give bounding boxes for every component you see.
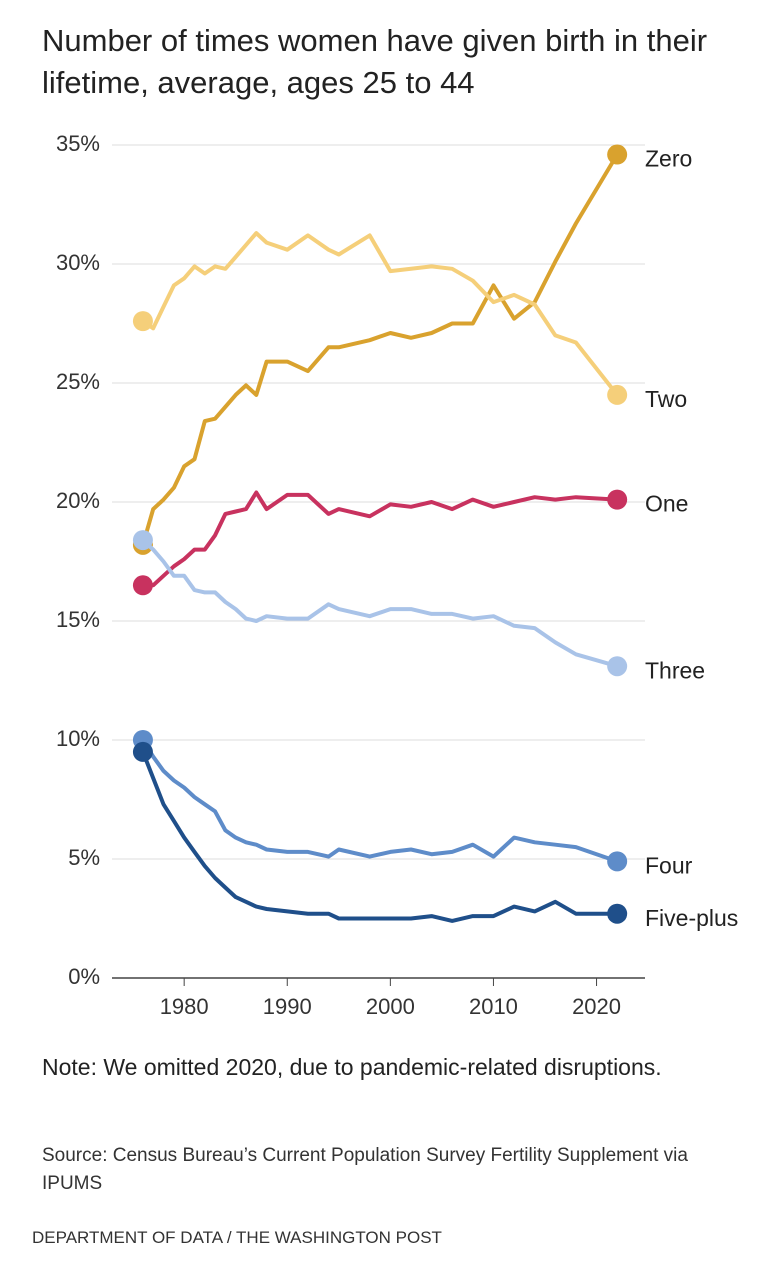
series-label: Five-plus bbox=[645, 905, 738, 931]
end-dot bbox=[132, 741, 153, 762]
series-label: One bbox=[645, 491, 688, 517]
note: Note: We omitted 2020, due to pandemic-r… bbox=[42, 1054, 662, 1080]
series-label: Two bbox=[645, 386, 687, 412]
end-dot bbox=[132, 575, 153, 596]
series-line bbox=[141, 231, 619, 397]
series-line bbox=[140, 153, 619, 546]
y-tick-label: 35% bbox=[56, 131, 100, 156]
chart-title: Number of times women have given birth i… bbox=[42, 23, 708, 100]
x-tick-label: 2020 bbox=[572, 994, 621, 1019]
x-tick-label: 1980 bbox=[160, 994, 209, 1019]
y-tick-label: 15% bbox=[56, 607, 100, 632]
series-line bbox=[141, 538, 618, 669]
end-dot bbox=[607, 144, 628, 165]
end-dot bbox=[607, 903, 628, 924]
series-label: Four bbox=[645, 852, 693, 878]
x-tick-label: 2000 bbox=[366, 994, 415, 1019]
end-dot bbox=[132, 311, 153, 332]
series-label: Three bbox=[645, 657, 705, 683]
x-tick-label: 1990 bbox=[263, 994, 312, 1019]
series-label: Zero bbox=[645, 146, 692, 172]
y-tick-label: 30% bbox=[56, 250, 100, 275]
end-dot bbox=[607, 489, 628, 510]
x-tick-label: 2010 bbox=[469, 994, 518, 1019]
y-tick-label: 0% bbox=[68, 964, 100, 989]
y-tick-label: 25% bbox=[56, 369, 100, 394]
y-tick-label: 20% bbox=[56, 488, 100, 513]
series-line bbox=[142, 490, 618, 588]
chart: 0% 5% 10% 15% 20% 25% 30% 35% 1980 1990 2000 2010 20… bbox=[56, 131, 738, 1019]
series-line bbox=[141, 738, 618, 864]
end-dot bbox=[607, 384, 628, 405]
source: Source: Census Bureau’s Current Populati… bbox=[42, 1145, 688, 1194]
end-dot bbox=[607, 851, 628, 872]
end-dot bbox=[607, 656, 628, 677]
y-tick-label: 5% bbox=[68, 845, 100, 870]
credit: DEPARTMENT OF DATA / THE WASHINGTON POST bbox=[32, 1228, 442, 1247]
series-line bbox=[141, 751, 618, 923]
y-tick-label: 10% bbox=[56, 726, 100, 751]
end-dot bbox=[132, 530, 153, 551]
